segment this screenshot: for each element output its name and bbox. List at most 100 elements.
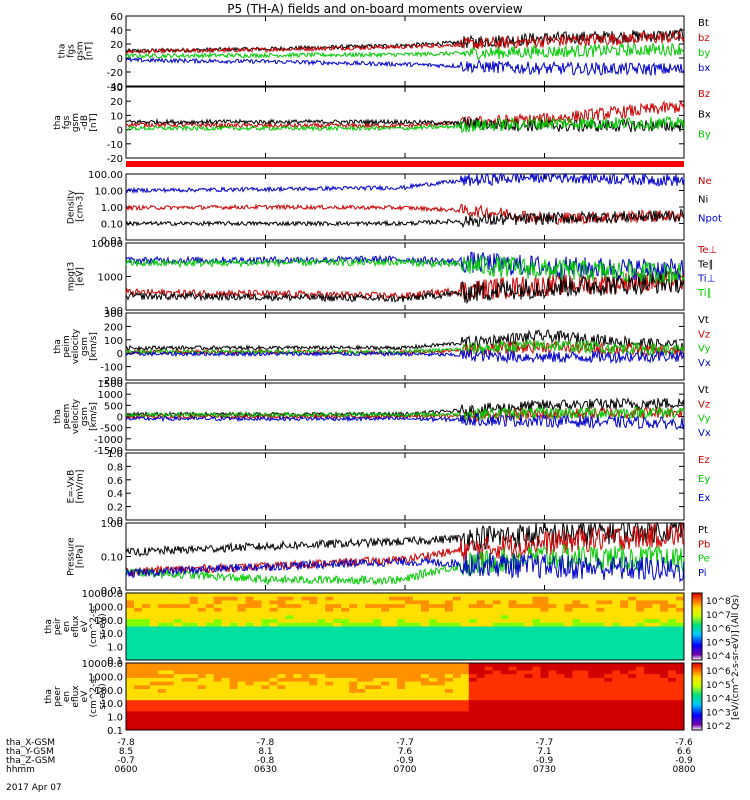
heatmap-cell (333, 626, 342, 631)
heatmap-cell (126, 596, 135, 601)
heatmap-cell (397, 674, 406, 679)
heatmap-cell (317, 630, 326, 635)
heatmap-cell (381, 645, 390, 650)
heatmap-cell (668, 685, 677, 690)
heatmap-cell (189, 715, 199, 720)
heatmap-cell (564, 648, 573, 654)
heatmap-cell (428, 596, 438, 601)
y-axis-label: (cm^2-s- (89, 676, 99, 718)
heatmap-cell (197, 674, 207, 679)
heatmap-cell (444, 703, 454, 709)
heatmap-cell (245, 666, 255, 671)
heatmap-cell (508, 656, 518, 661)
heatmap-cell (165, 696, 175, 701)
heatmap-cell (620, 700, 629, 705)
heatmap-cell (173, 593, 183, 598)
heatmap-cell (197, 700, 207, 705)
heatmap-cell (261, 645, 270, 650)
y-axis-label: en (62, 691, 72, 702)
heatmap-cell (349, 596, 358, 601)
heatmap-cell (652, 666, 661, 671)
heatmap-cell (540, 593, 549, 598)
heatmap-cell (492, 681, 502, 686)
heatmap-cell (628, 726, 637, 731)
heatmap-cell (373, 666, 382, 671)
heatmap-cell (245, 711, 255, 716)
heatmap-cell (636, 645, 645, 650)
heatmap-cell (389, 622, 398, 627)
heatmap-cell (596, 611, 605, 616)
heatmap-cell (676, 700, 685, 705)
heatmap-cell (532, 615, 542, 620)
heatmap-cell (508, 619, 518, 624)
heatmap-cell (213, 645, 223, 650)
heatmap-cell (253, 689, 263, 694)
heatmap-cell (165, 703, 175, 709)
heatmap-cell (428, 696, 438, 701)
heatmap-cell (293, 689, 302, 694)
heatmap-cell (349, 593, 358, 598)
heatmap-cell (564, 663, 573, 668)
y-axis-label: en (62, 621, 72, 632)
heatmap-cell (285, 596, 294, 601)
heatmap-cell (484, 677, 494, 683)
heatmap-cell (341, 611, 350, 616)
colorbar-tick-label: 10^4 (706, 695, 731, 705)
heatmap-cell (420, 703, 430, 709)
heatmap-cell (556, 700, 565, 705)
heatmap-cell (420, 637, 430, 642)
heatmap-cell (309, 700, 318, 705)
heatmap-cell (245, 681, 255, 686)
heatmap-cell (588, 641, 597, 646)
heatmap-cell (460, 615, 470, 620)
heatmap-cell (381, 593, 390, 598)
heatmap-cell (660, 703, 669, 709)
time-axis-value: 0730 (533, 765, 556, 775)
heatmap-cell (676, 600, 685, 605)
heatmap-cell (660, 641, 669, 646)
heatmap-cell (141, 593, 151, 598)
time-axis-value: -7.8 (257, 738, 275, 748)
heatmap-cell (556, 596, 565, 601)
heatmap-cell (157, 674, 167, 679)
heatmap-cell (524, 645, 534, 650)
heatmap-cell (229, 648, 239, 654)
heatmap-cell (325, 674, 334, 679)
heatmap-cell (644, 626, 653, 631)
heatmap-cell (604, 615, 613, 620)
heatmap-cell (245, 641, 255, 646)
heatmap-cell (612, 607, 621, 613)
heatmap-cell (213, 689, 223, 694)
heatmap-cell (373, 689, 382, 694)
y-axis-label: eV (80, 690, 90, 703)
heatmap-cell (261, 696, 270, 701)
heatmap-cell (277, 656, 286, 661)
colorbar-tick-label: 10^2 (706, 722, 731, 732)
heatmap-cell (405, 652, 414, 657)
heatmap-cell (389, 611, 398, 616)
heatmap-cell (436, 633, 446, 639)
heatmap-cell (548, 681, 557, 686)
heatmap-cell (197, 692, 207, 697)
heatmap-cell (660, 663, 669, 668)
heatmap-cell (484, 700, 494, 705)
heatmap-cell (333, 700, 342, 705)
heatmap-cell (516, 689, 526, 694)
heatmap-cell (500, 703, 510, 709)
heatmap-cell (588, 663, 597, 668)
heatmap-cell (357, 626, 366, 631)
heatmap-cell (540, 637, 549, 642)
heatmap-cell (484, 593, 494, 598)
heatmap-cell (476, 722, 486, 727)
heatmap-cell (644, 630, 653, 635)
y-axis-label: E=-VxB (67, 470, 77, 504)
heatmap-cell (149, 596, 159, 601)
heatmap-cell (325, 700, 334, 705)
heatmap-cell (349, 615, 358, 620)
heatmap-cell (301, 715, 310, 720)
heatmap-cell (428, 692, 438, 697)
heatmap-cell (596, 656, 605, 661)
heatmap-cell (373, 711, 382, 716)
heatmap-cell (365, 677, 374, 683)
heatmap-cell (428, 604, 438, 609)
